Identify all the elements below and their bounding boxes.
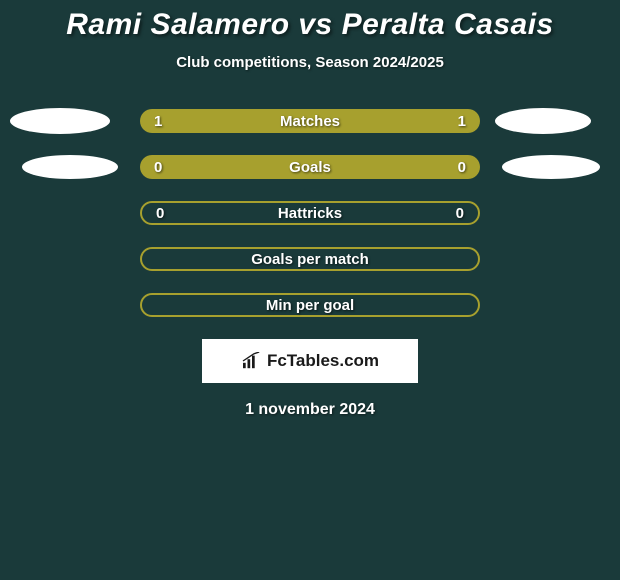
stat-right-value: 0 <box>456 205 464 222</box>
ellipse-right-1 <box>502 155 600 179</box>
stat-left-value: 0 <box>156 205 164 222</box>
stat-row-min-per-goal: Min per goal <box>0 293 620 317</box>
stat-label: Hattricks <box>278 205 342 222</box>
stat-row-hattricks: 0 Hattricks 0 <box>0 201 620 225</box>
stat-bar: 0 Goals 0 <box>140 155 480 179</box>
ellipse-left-0 <box>10 108 110 134</box>
stat-label: Matches <box>280 113 340 130</box>
main-container: Rami Salamero vs Peralta Casais Club com… <box>0 0 620 419</box>
stat-right-value: 0 <box>458 159 466 176</box>
stat-row-matches: 1 Matches 1 <box>0 109 620 133</box>
stat-label: Min per goal <box>266 297 354 314</box>
stat-left-value: 1 <box>154 113 162 130</box>
ellipse-right-0 <box>495 108 591 134</box>
stats-area: 1 Matches 1 0 Goals 0 0 Hattricks 0 <box>0 109 620 317</box>
stat-row-goals: 0 Goals 0 <box>0 155 620 179</box>
page-title: Rami Salamero vs Peralta Casais <box>0 8 620 42</box>
stat-right-value: 1 <box>458 113 466 130</box>
stat-label: Goals <box>289 159 331 176</box>
subtitle: Club competitions, Season 2024/2025 <box>0 54 620 71</box>
chart-icon <box>241 352 263 370</box>
stat-bar: 1 Matches 1 <box>140 109 480 133</box>
stat-left-value: 0 <box>154 159 162 176</box>
stat-bar: 0 Hattricks 0 <box>140 201 480 225</box>
stat-bar: Min per goal <box>140 293 480 317</box>
date-label: 1 november 2024 <box>0 401 620 419</box>
logo-text: FcTables.com <box>267 351 379 371</box>
stat-label: Goals per match <box>251 251 369 268</box>
stat-bar: Goals per match <box>140 247 480 271</box>
ellipse-left-1 <box>22 155 118 179</box>
logo-box[interactable]: FcTables.com <box>202 339 418 383</box>
stat-row-goals-per-match: Goals per match <box>0 247 620 271</box>
